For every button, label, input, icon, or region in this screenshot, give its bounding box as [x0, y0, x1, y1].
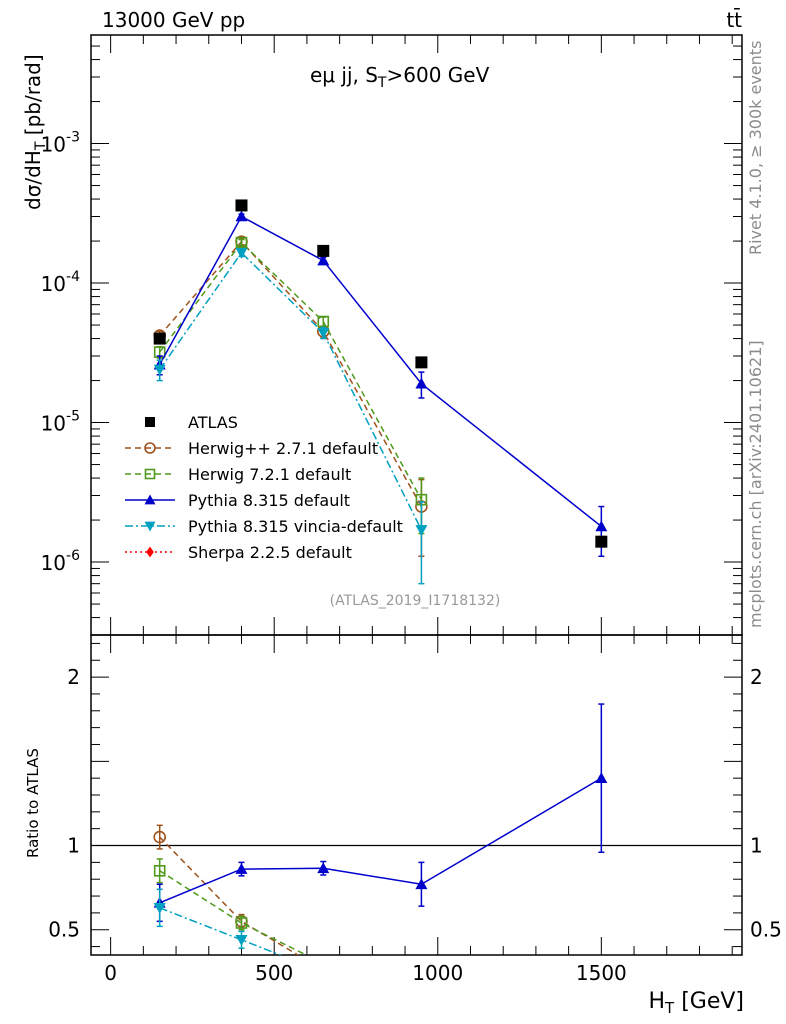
data-point — [317, 254, 330, 266]
chart-title: eμ jj, ST>600 GeV — [310, 63, 490, 91]
data-point — [235, 236, 248, 249]
ratio-tick-label: 0.5 — [48, 918, 80, 942]
process-label: tt̄ — [726, 7, 742, 32]
y-tick-label: 10-6 — [41, 548, 81, 575]
data-point — [317, 862, 330, 874]
data-point — [595, 772, 608, 783]
mcplots-label: mcplots.cern.ch [arXiv:2401.10621] — [746, 340, 765, 628]
data-point — [235, 247, 248, 259]
data-point — [153, 830, 166, 844]
main-panel-series — [153, 199, 608, 585]
data-point — [317, 327, 330, 339]
data-point — [415, 999, 427, 1010]
analysis-label: (ATLAS_2019_I1718132) — [330, 593, 501, 609]
x-tick-label: 1000 — [412, 961, 463, 985]
legend-entry: Sherpa 2.2.5 default — [188, 543, 352, 562]
data-point — [145, 417, 155, 427]
ratio-line — [159, 836, 300, 955]
y-tick-label: 10-4 — [41, 269, 81, 296]
ratio-line — [159, 870, 308, 955]
ratio-tick-label: 2 — [67, 665, 80, 689]
data-point — [235, 199, 248, 212]
data-point — [415, 377, 428, 389]
data-point — [415, 878, 428, 890]
legend-entry: Herwig++ 2.7.1 default — [188, 439, 378, 458]
x-tick-label: 500 — [255, 961, 293, 985]
data-point — [317, 244, 330, 257]
data-point — [153, 903, 166, 914]
ratio-line — [159, 777, 602, 904]
data-point — [416, 993, 427, 1004]
data-point — [317, 967, 329, 978]
ratio-line — [159, 907, 283, 955]
x-tick-label: 1500 — [576, 961, 627, 985]
data-point — [144, 468, 156, 480]
legend-entry: Pythia 8.315 default — [188, 491, 350, 510]
data-point — [235, 863, 248, 874]
x-tick-label: 0 — [104, 961, 117, 985]
data-point — [416, 992, 426, 1002]
data-point — [595, 520, 608, 532]
series-line — [159, 241, 423, 501]
series-line — [159, 251, 423, 531]
data-point — [235, 935, 248, 946]
ratio-tick-label: 1 — [750, 834, 763, 858]
ratio-tick-label: 0.5 — [750, 918, 782, 942]
data-point — [595, 535, 608, 548]
data-point — [144, 442, 156, 454]
legend: ATLAS Herwig++ 2.7.1 default Herwig 7.2.1 … — [125, 413, 403, 562]
data-point — [153, 364, 166, 376]
data-point — [318, 958, 328, 968]
x-axis-label: HT [GeV] — [648, 989, 744, 1017]
rivet-label: Rivet 4.1.0, ≥ 300k events — [746, 41, 765, 255]
ratio-tick-label: 1 — [67, 834, 80, 858]
data-point — [146, 546, 154, 558]
data-point — [318, 965, 329, 976]
data-point — [317, 315, 330, 328]
y-axis-label: dσ/dHT [pb/rad] — [21, 54, 49, 210]
legend-entry: Herwig 7.2.1 default — [188, 465, 351, 484]
legend-entry: Pythia 8.315 vincia-default — [188, 517, 403, 536]
y-tick-label: 10-5 — [41, 409, 80, 436]
energy-label: 13000 GeV pp — [102, 8, 245, 32]
data-point — [153, 332, 166, 345]
series-line — [159, 240, 423, 507]
data-point — [415, 525, 428, 536]
data-point — [144, 521, 156, 532]
data-point — [144, 494, 156, 505]
legend-entry: ATLAS — [188, 413, 238, 432]
ratio-tick-label: 2 — [750, 665, 763, 689]
ratio-y-axis-label: Ratio to ATLAS — [24, 748, 42, 858]
data-point — [415, 356, 428, 369]
ratio-plot-frame — [90, 634, 743, 956]
data-point — [153, 864, 166, 877]
data-point — [235, 210, 248, 222]
y-tick-label: 10-3 — [41, 130, 80, 157]
data-point — [235, 917, 248, 929]
ratio-panel-series — [153, 703, 608, 1010]
